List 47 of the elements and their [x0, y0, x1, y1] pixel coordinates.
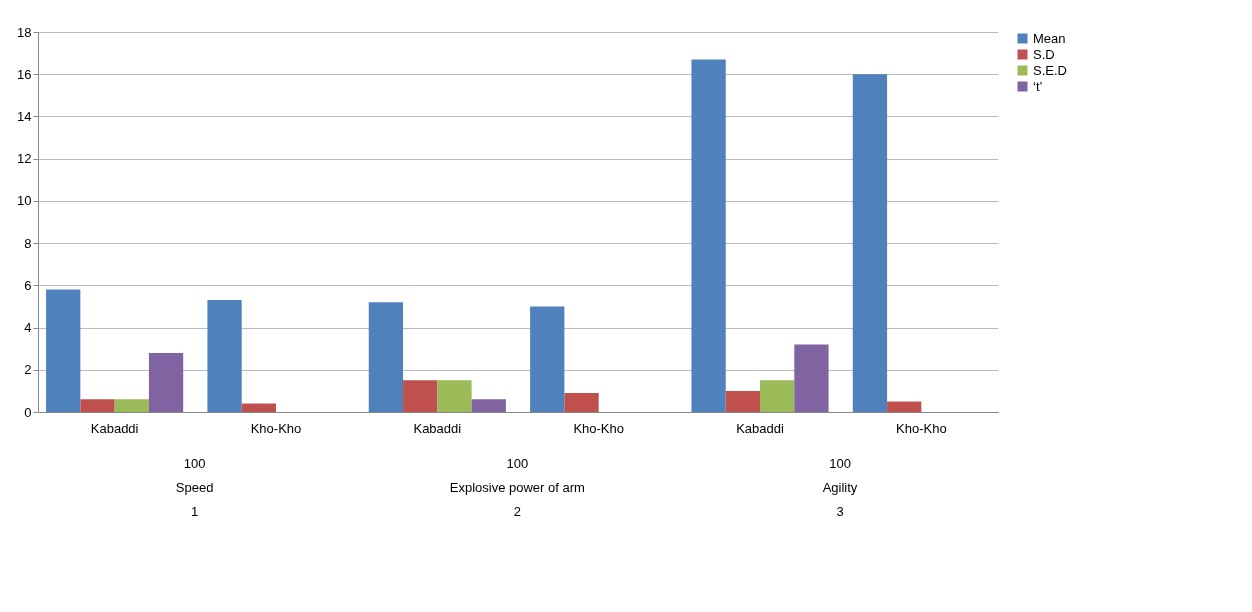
bar: [887, 401, 922, 412]
bar: [46, 289, 81, 412]
y-tick-label: 4: [24, 320, 32, 336]
text: 1: [191, 504, 199, 519]
bar: [691, 59, 726, 412]
y-tick-label: 12: [17, 151, 32, 167]
bar: [437, 380, 472, 412]
x-tick-label: Kho-Kho: [250, 420, 302, 436]
x-tick-label: Kabaddi: [413, 420, 462, 436]
text: 3: [836, 504, 844, 519]
bar: [403, 380, 438, 412]
bar: [530, 306, 565, 412]
text: 100: [506, 456, 529, 471]
x-tick-label: Kabaddi: [90, 420, 139, 436]
bar: [114, 399, 149, 412]
text: Speed: [175, 480, 214, 495]
bar: [852, 74, 888, 412]
bar: [368, 302, 404, 412]
x-tick-label: Kho-Kho: [896, 420, 947, 436]
legend-label: Mean: [1033, 30, 1066, 46]
bar: [725, 390, 761, 412]
y-tick-label: 2: [24, 362, 32, 378]
y-tick-label: 0: [24, 404, 32, 420]
bar: [148, 352, 184, 412]
text: Explosive power of arm: [449, 480, 585, 495]
legend-label: ‘t’: [1033, 78, 1043, 94]
text: 100: [183, 456, 206, 471]
bar: [564, 393, 599, 412]
legend-label: S.E.D: [1033, 62, 1067, 78]
bar: [80, 399, 115, 412]
text: Agility: [822, 480, 858, 495]
x-tick-label: Kho-Kho: [573, 420, 624, 436]
bar: [207, 300, 242, 412]
y-tick-label: 14: [17, 108, 32, 124]
bar: [471, 399, 506, 412]
text: 100: [829, 456, 851, 471]
y-tick-label: 16: [17, 66, 32, 82]
y-tick-label: 18: [17, 24, 32, 40]
legend-label: S.D: [1033, 46, 1055, 62]
bar: [794, 344, 829, 412]
bar: [241, 403, 276, 412]
y-tick-label: 10: [17, 193, 32, 209]
x-tick-label: Kabaddi: [736, 420, 784, 436]
y-tick-label: 8: [24, 235, 32, 251]
text: 2: [513, 504, 521, 519]
y-tick-label: 6: [24, 277, 32, 293]
bar: [760, 380, 795, 412]
